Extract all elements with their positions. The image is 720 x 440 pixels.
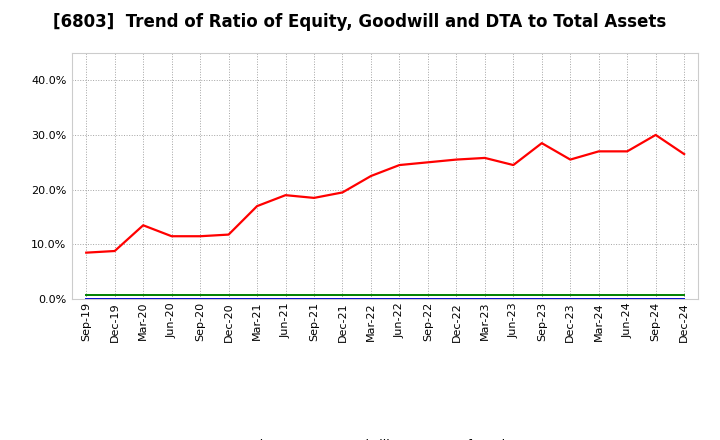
Goodwill [566, 296, 575, 301]
Deferred Tax Assets [253, 293, 261, 298]
Goodwill [537, 296, 546, 301]
Legend: Equity, Goodwill, Deferred Tax Assets: Equity, Goodwill, Deferred Tax Assets [191, 433, 580, 440]
Goodwill [423, 296, 432, 301]
Equity [310, 195, 318, 201]
Equity [566, 157, 575, 162]
Goodwill [282, 296, 290, 301]
Equity [225, 232, 233, 237]
Goodwill [139, 296, 148, 301]
Goodwill [366, 296, 375, 301]
Equity [480, 155, 489, 161]
Equity [110, 248, 119, 253]
Deferred Tax Assets [282, 293, 290, 298]
Deferred Tax Assets [366, 293, 375, 298]
Deferred Tax Assets [167, 293, 176, 298]
Deferred Tax Assets [196, 293, 204, 298]
Goodwill [82, 296, 91, 301]
Equity [82, 250, 91, 255]
Deferred Tax Assets [110, 293, 119, 298]
Goodwill [253, 296, 261, 301]
Deferred Tax Assets [139, 293, 148, 298]
Goodwill [395, 296, 404, 301]
Deferred Tax Assets [680, 293, 688, 298]
Equity [139, 223, 148, 228]
Deferred Tax Assets [595, 293, 603, 298]
Deferred Tax Assets [480, 293, 489, 298]
Equity [423, 160, 432, 165]
Equity [537, 140, 546, 146]
Equity [452, 157, 461, 162]
Equity [680, 151, 688, 157]
Text: [6803]  Trend of Ratio of Equity, Goodwill and DTA to Total Assets: [6803] Trend of Ratio of Equity, Goodwil… [53, 13, 667, 31]
Goodwill [196, 296, 204, 301]
Goodwill [110, 296, 119, 301]
Equity [652, 132, 660, 138]
Deferred Tax Assets [509, 293, 518, 298]
Deferred Tax Assets [537, 293, 546, 298]
Equity [338, 190, 347, 195]
Goodwill [480, 296, 489, 301]
Goodwill [623, 296, 631, 301]
Equity [196, 234, 204, 239]
Goodwill [452, 296, 461, 301]
Deferred Tax Assets [652, 293, 660, 298]
Goodwill [310, 296, 318, 301]
Goodwill [167, 296, 176, 301]
Equity [395, 162, 404, 168]
Equity [509, 162, 518, 168]
Goodwill [680, 296, 688, 301]
Deferred Tax Assets [338, 293, 347, 298]
Line: Equity: Equity [86, 135, 684, 253]
Equity [623, 149, 631, 154]
Equity [253, 203, 261, 209]
Goodwill [652, 296, 660, 301]
Equity [167, 234, 176, 239]
Deferred Tax Assets [566, 293, 575, 298]
Deferred Tax Assets [395, 293, 404, 298]
Deferred Tax Assets [225, 293, 233, 298]
Equity [595, 149, 603, 154]
Goodwill [595, 296, 603, 301]
Deferred Tax Assets [423, 293, 432, 298]
Goodwill [338, 296, 347, 301]
Goodwill [225, 296, 233, 301]
Deferred Tax Assets [310, 293, 318, 298]
Deferred Tax Assets [623, 293, 631, 298]
Deferred Tax Assets [82, 293, 91, 298]
Equity [366, 173, 375, 179]
Goodwill [509, 296, 518, 301]
Deferred Tax Assets [452, 293, 461, 298]
Equity [282, 193, 290, 198]
